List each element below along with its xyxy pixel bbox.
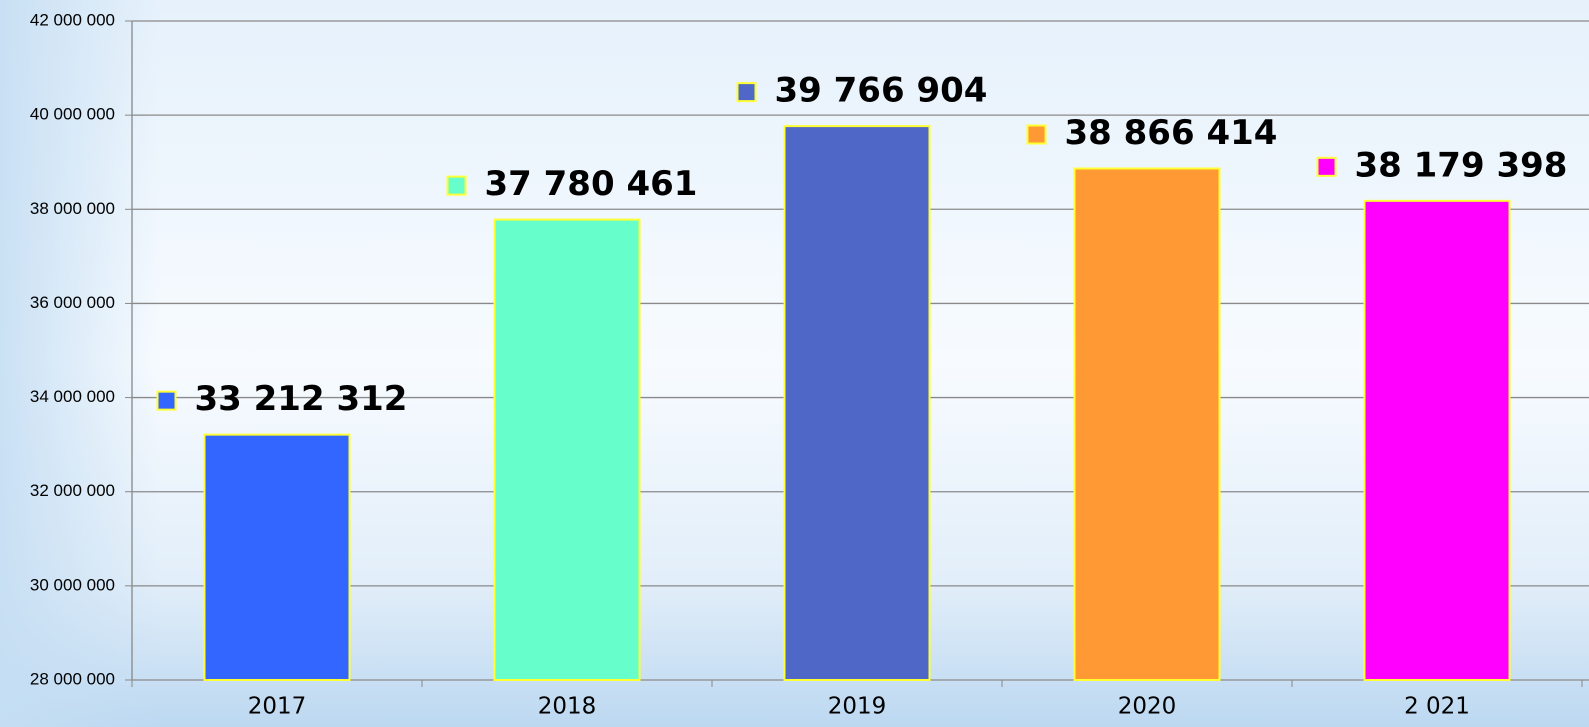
y-tick-label: 30 000 000 [30,575,115,594]
data-label-marker [1316,156,1337,177]
x-tick-label: 2019 [828,694,887,720]
y-tick-label: 34 000 000 [30,387,115,406]
x-tick-label: 2 021 [1404,694,1470,720]
y-tick-label: 28 000 000 [30,669,115,688]
bar [1363,199,1511,681]
data-label-marker [446,175,467,196]
data-label: 38 866 414 [1065,113,1278,153]
data-label-marker [1026,124,1047,145]
background-shade [0,0,160,727]
bar [1073,167,1221,681]
data-label: 38 179 398 [1355,145,1568,185]
x-tick-label: 2020 [1118,694,1177,720]
y-tick-label: 40 000 000 [30,105,115,124]
y-tick-label: 32 000 000 [30,481,115,500]
data-label: 33 212 312 [195,379,408,419]
bar [203,433,351,681]
data-label-marker [156,390,177,411]
x-tick-label: 2018 [538,694,597,720]
data-label: 37 780 461 [485,164,698,204]
y-tick-label: 38 000 000 [30,199,115,218]
x-tick-label: 2017 [248,694,307,720]
bar [493,218,641,682]
bar [783,125,931,682]
data-label-marker [736,82,757,103]
data-label: 39 766 904 [775,71,988,111]
y-tick-label: 42 000 000 [30,10,115,29]
y-tick-label: 36 000 000 [30,293,115,312]
